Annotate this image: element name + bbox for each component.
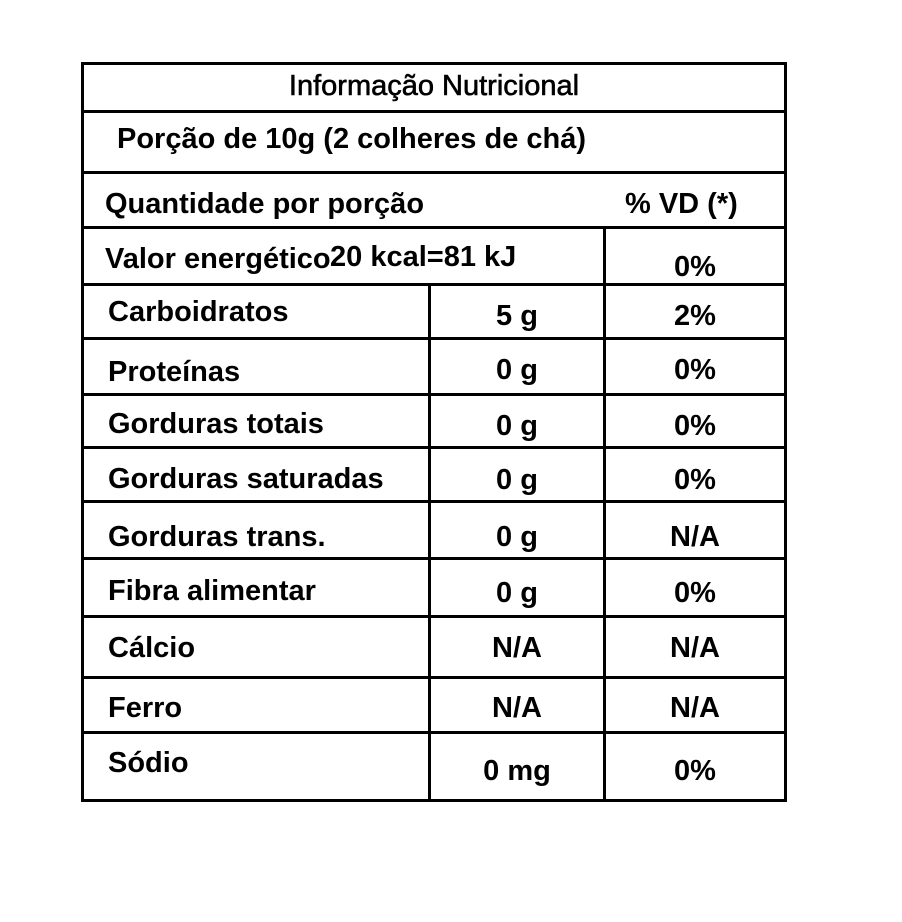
nutrient-amount: 0 g	[496, 521, 538, 553]
row-divider	[84, 337, 784, 340]
row-divider	[84, 393, 784, 396]
divider-header	[84, 226, 784, 229]
energy-name: Valor energético	[105, 243, 331, 275]
header-quantity: Quantidade por porção	[105, 188, 425, 220]
header-vd: % VD (*)	[625, 188, 738, 220]
energy-amount: 20 kcal=81 kJ	[330, 241, 517, 273]
nutrient-vd: 0%	[674, 464, 716, 496]
divider-amount-column	[428, 286, 431, 799]
nutrient-name: Proteínas	[108, 356, 241, 388]
nutrient-name: Gorduras saturadas	[108, 463, 384, 495]
nutrient-amount: 0 g	[496, 577, 538, 609]
nutrient-name: Gorduras trans.	[108, 521, 326, 553]
energy-vd: 0%	[674, 251, 716, 283]
nutrient-vd: 0%	[674, 354, 716, 386]
nutrient-amount: 5 g	[496, 300, 538, 332]
nutrient-vd: 0%	[674, 410, 716, 442]
nutrient-vd: N/A	[670, 632, 720, 664]
table-title: Informação Nutricional	[288, 70, 580, 102]
row-divider	[84, 615, 784, 618]
nutrient-vd: N/A	[670, 521, 720, 553]
nutrient-vd: 0%	[674, 755, 716, 787]
nutrient-amount: 0 g	[496, 464, 538, 496]
row-divider	[84, 731, 784, 734]
nutrient-name: Gorduras totais	[108, 408, 324, 440]
nutrient-name: Carboidratos	[108, 296, 289, 328]
nutrient-vd: N/A	[670, 692, 720, 724]
nutrient-amount: N/A	[492, 632, 542, 664]
row-divider	[84, 676, 784, 679]
serving-size: Porção de 10g (2 colheres de chá)	[117, 123, 587, 155]
nutrient-vd: 2%	[674, 300, 716, 332]
row-divider	[84, 557, 784, 560]
divider-title	[84, 110, 784, 113]
divider-energy-vd	[603, 229, 606, 283]
divider-energy	[84, 283, 784, 286]
nutrient-name: Fibra alimentar	[108, 575, 316, 607]
nutrient-name: Cálcio	[108, 632, 196, 664]
row-divider	[84, 500, 784, 503]
nutrient-amount: 0 mg	[483, 755, 551, 787]
nutrition-facts-table: Informação Nutricional Porção de 10g (2 …	[81, 62, 787, 802]
nutrient-vd: 0%	[674, 577, 716, 609]
nutrient-amount: 0 g	[496, 354, 538, 386]
row-divider	[84, 446, 784, 449]
nutrient-name: Sódio	[108, 747, 189, 779]
nutrient-amount: N/A	[492, 692, 542, 724]
nutrient-name: Ferro	[108, 692, 183, 724]
divider-serving	[84, 171, 784, 174]
nutrient-amount: 0 g	[496, 410, 538, 442]
divider-vd-column	[603, 286, 606, 799]
